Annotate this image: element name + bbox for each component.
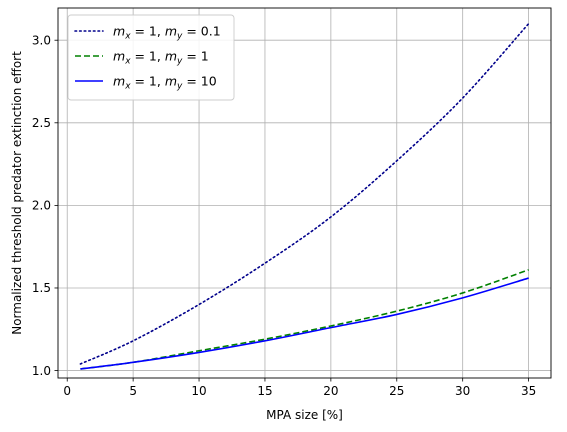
- y-tick-label: 3.0: [32, 33, 51, 47]
- legend-label-2: mx = 1, my = 1: [113, 49, 209, 67]
- legend-label-1: mx = 1, my = 0.1: [113, 24, 221, 42]
- x-tick-label: 0: [63, 384, 71, 398]
- x-axis-label: MPA size [%]: [266, 408, 343, 422]
- y-tick-label: 2.0: [32, 199, 51, 213]
- legend: mx = 1, my = 0.1 mx = 1, my = 1 mx = 1, my…: [67, 14, 235, 101]
- y-tick-label: 1.5: [32, 281, 51, 295]
- legend-box: [67, 14, 235, 101]
- y-axis-label: Normalized threshold predator extinction…: [10, 51, 24, 335]
- y-tick-label: 1.0: [32, 364, 51, 378]
- series-line-1: [79, 22, 530, 365]
- x-tick-label: 35: [521, 384, 536, 398]
- x-tick-label: 20: [323, 384, 338, 398]
- x-tick-label: 15: [257, 384, 272, 398]
- y-tick-label: 2.5: [32, 116, 51, 130]
- x-tick-label: 25: [389, 384, 404, 398]
- x-tick-label: 10: [191, 384, 206, 398]
- series-line-3: [80, 277, 529, 370]
- legend-label-3: mx = 1, my = 10: [113, 74, 217, 92]
- ticks: 0 5 10 15 20 25 30 35 1.0 1.5 2.0 2.5 3.0: [32, 33, 536, 398]
- plot-frame: [57, 7, 552, 379]
- series-layer: [79, 22, 530, 370]
- x-tick-label: 5: [129, 384, 137, 398]
- x-tick-label: 30: [455, 384, 470, 398]
